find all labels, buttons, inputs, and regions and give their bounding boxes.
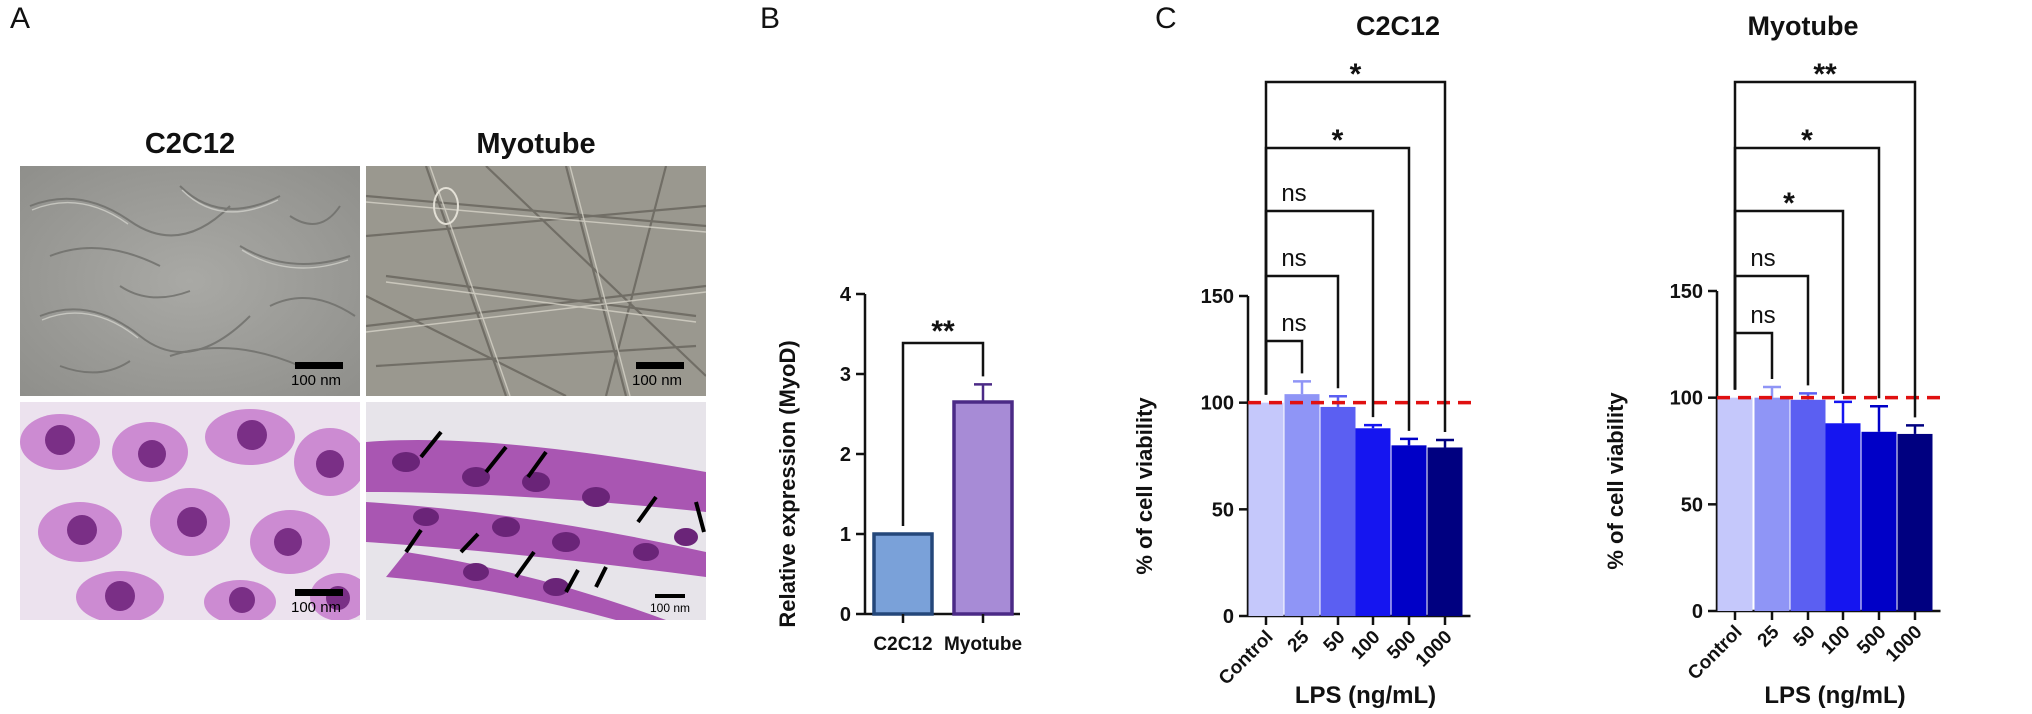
bar xyxy=(1717,397,1753,611)
bar xyxy=(1861,431,1897,611)
significance-bracket xyxy=(1264,339,1304,395)
scale-label: 100 nm xyxy=(632,372,683,389)
x-axis-label: LPS (ng/mL) xyxy=(1764,682,1905,709)
significance-label: * xyxy=(1332,124,1344,157)
bar xyxy=(1284,394,1320,616)
bar xyxy=(1825,423,1861,611)
y-tick-label: 150 xyxy=(1670,281,1703,303)
bar xyxy=(1427,447,1463,616)
significance-bracket xyxy=(1264,80,1447,432)
significance-bracket xyxy=(901,341,985,526)
x-tick-label: 25 xyxy=(1754,621,1784,651)
micrograph-myotube-phase xyxy=(366,166,706,396)
significance-label: * xyxy=(1350,58,1362,91)
x-tick-label: 25 xyxy=(1284,626,1314,656)
bar xyxy=(1754,397,1790,611)
significance-label: * xyxy=(1783,187,1795,220)
scale-label: 100 nm xyxy=(291,599,342,616)
bar xyxy=(1897,433,1933,611)
y-tick-label: 150 xyxy=(1201,286,1234,308)
x-tick-label: Control xyxy=(1215,627,1278,690)
x-tick-label: 50 xyxy=(1790,622,1820,652)
micrograph-myotube-stained xyxy=(366,402,706,620)
y-tick-label: 100 xyxy=(1201,393,1234,415)
bar xyxy=(1248,402,1284,616)
panel-label-c: C xyxy=(1155,2,1177,35)
x-tick-label: 100 xyxy=(1817,622,1854,659)
scale-label: 100 nm xyxy=(291,372,342,389)
scale-bar xyxy=(295,362,343,369)
significance-bracket xyxy=(1733,80,1917,418)
y-axis-label: % of cell viability xyxy=(1603,392,1628,570)
bar xyxy=(1320,406,1356,616)
panel-label-b: B xyxy=(760,2,781,35)
y-tick-label: 0 xyxy=(1223,606,1234,628)
bar xyxy=(1391,445,1427,616)
y-tick-label: 100 xyxy=(1670,388,1703,410)
micrograph-c2c12-phase xyxy=(20,166,360,396)
x-tick-label: 1000 xyxy=(1882,622,1927,667)
scale-bar xyxy=(636,362,684,369)
significance-label: ** xyxy=(931,315,955,348)
chart-title: C2C12 xyxy=(1356,11,1440,41)
significance-label: ns xyxy=(1750,245,1775,272)
x-axis-label: LPS (ng/mL) xyxy=(1295,682,1436,709)
x-tick-label: C2C12 xyxy=(873,634,932,655)
bar xyxy=(952,400,1014,616)
bar xyxy=(1790,399,1826,611)
x-tick-label: 100 xyxy=(1347,627,1384,664)
y-tick-label: 0 xyxy=(1692,601,1703,623)
y-tick-label: 50 xyxy=(1681,494,1703,516)
y-axis-label: Relative expression (MyoD) xyxy=(775,340,800,627)
y-tick-label: 1 xyxy=(840,524,851,546)
y-tick-label: 3 xyxy=(840,364,851,386)
y-tick-label: 50 xyxy=(1212,499,1234,521)
scale-label: 100 nm xyxy=(650,601,691,615)
scale-bar xyxy=(295,589,343,596)
panel-label-a: A xyxy=(10,2,31,35)
x-tick-label: 50 xyxy=(1320,627,1350,657)
significance-label: ns xyxy=(1281,310,1306,337)
significance-label: ns xyxy=(1281,180,1306,207)
y-tick-label: 0 xyxy=(840,604,851,626)
x-tick-label: Control xyxy=(1684,622,1747,685)
micrograph-title-c2c12: C2C12 xyxy=(144,128,236,160)
bar xyxy=(872,532,934,616)
bar xyxy=(1355,428,1391,616)
chart-title: Myotube xyxy=(1748,11,1859,41)
x-tick-label: Myotube xyxy=(944,634,1022,655)
y-tick-label: 2 xyxy=(840,444,851,466)
micrograph-title-myotube: Myotube xyxy=(476,128,596,160)
y-tick-label: 4 xyxy=(840,284,852,306)
scale-bar xyxy=(655,594,685,598)
micrograph-c2c12-stained xyxy=(20,402,360,620)
x-tick-label: 1000 xyxy=(1412,627,1457,672)
significance-label: ns xyxy=(1281,245,1306,272)
significance-bracket xyxy=(1733,331,1774,390)
significance-label: ns xyxy=(1750,302,1775,329)
significance-label: * xyxy=(1801,124,1813,157)
significance-label: ** xyxy=(1813,58,1837,91)
y-axis-label: % of cell viability xyxy=(1132,397,1157,575)
